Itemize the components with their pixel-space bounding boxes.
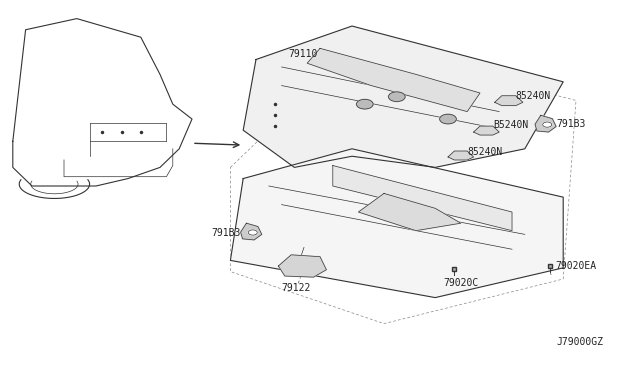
Polygon shape bbox=[243, 26, 563, 167]
Circle shape bbox=[248, 230, 257, 235]
Text: B5240N: B5240N bbox=[493, 121, 528, 130]
Polygon shape bbox=[230, 149, 563, 298]
Polygon shape bbox=[333, 166, 512, 231]
Polygon shape bbox=[495, 96, 523, 106]
Text: 85240N: 85240N bbox=[467, 147, 502, 157]
Text: J79000GZ: J79000GZ bbox=[557, 337, 604, 347]
Circle shape bbox=[356, 99, 373, 109]
Text: 79020C: 79020C bbox=[444, 279, 479, 288]
Polygon shape bbox=[474, 126, 499, 135]
Text: 791B3: 791B3 bbox=[211, 228, 241, 237]
Polygon shape bbox=[358, 193, 461, 231]
Polygon shape bbox=[241, 223, 262, 240]
Polygon shape bbox=[307, 48, 480, 112]
Text: 79020EA: 79020EA bbox=[556, 262, 596, 271]
Circle shape bbox=[440, 114, 456, 124]
Text: 791B3: 791B3 bbox=[557, 119, 586, 128]
Text: 79110: 79110 bbox=[288, 49, 317, 59]
Polygon shape bbox=[535, 115, 556, 132]
Circle shape bbox=[388, 92, 405, 102]
Text: 85240N: 85240N bbox=[515, 91, 550, 100]
Polygon shape bbox=[448, 151, 474, 160]
Text: 79122: 79122 bbox=[282, 283, 311, 293]
Circle shape bbox=[543, 122, 552, 127]
Polygon shape bbox=[278, 255, 326, 277]
